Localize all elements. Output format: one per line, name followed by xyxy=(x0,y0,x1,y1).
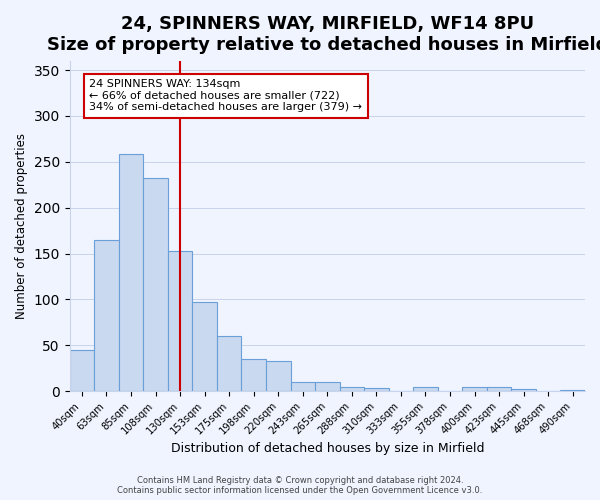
Bar xyxy=(487,386,511,391)
Bar xyxy=(94,240,119,391)
Bar xyxy=(266,361,290,391)
Bar xyxy=(290,382,315,391)
Bar xyxy=(143,178,168,391)
Y-axis label: Number of detached properties: Number of detached properties xyxy=(15,133,28,319)
Bar xyxy=(193,302,217,391)
Bar xyxy=(462,388,487,391)
Bar xyxy=(217,336,241,391)
Bar xyxy=(560,390,585,391)
Bar xyxy=(70,350,94,391)
Text: 24 SPINNERS WAY: 134sqm
← 66% of detached houses are smaller (722)
34% of semi-d: 24 SPINNERS WAY: 134sqm ← 66% of detache… xyxy=(89,80,362,112)
Bar xyxy=(413,388,438,391)
Bar xyxy=(315,382,340,391)
Bar xyxy=(119,154,143,391)
Title: 24, SPINNERS WAY, MIRFIELD, WF14 8PU
Size of property relative to detached house: 24, SPINNERS WAY, MIRFIELD, WF14 8PU Siz… xyxy=(47,15,600,54)
Text: Contains HM Land Registry data © Crown copyright and database right 2024.
Contai: Contains HM Land Registry data © Crown c… xyxy=(118,476,482,495)
Bar xyxy=(340,386,364,391)
X-axis label: Distribution of detached houses by size in Mirfield: Distribution of detached houses by size … xyxy=(170,442,484,455)
Bar xyxy=(168,251,193,391)
Bar xyxy=(241,359,266,391)
Bar xyxy=(511,390,536,391)
Bar xyxy=(364,388,389,391)
